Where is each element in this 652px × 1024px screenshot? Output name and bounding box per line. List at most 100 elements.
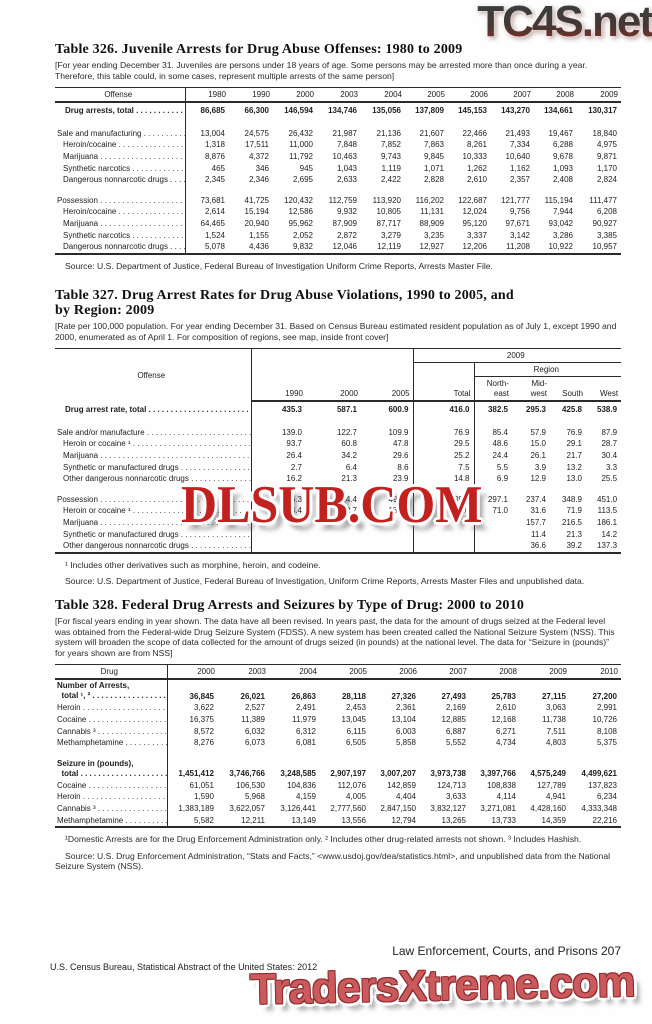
- table-326-title: Table 326. Juvenile Arrests for Drug Abu…: [55, 42, 463, 57]
- header-row: Region: [55, 362, 622, 378]
- cell: 130,317: [588, 106, 617, 116]
- cell: 5,078: [204, 242, 225, 252]
- row-label: Heroin/cocaine: [55, 206, 186, 218]
- cell: 134,661: [544, 106, 573, 116]
- cell: [361, 529, 413, 541]
- cell: [412, 484, 475, 494]
- cell: 97,671: [505, 218, 530, 228]
- cell: 85.4: [473, 426, 513, 439]
- cell: 14,359: [541, 815, 566, 825]
- cell: 9,932: [336, 207, 357, 217]
- column-header-west: West: [586, 376, 622, 403]
- row-label: Methamphetamine: [55, 814, 168, 828]
- row-label: Possession: [55, 194, 186, 207]
- table-327-footnote: ¹ Includes other derivatives such as mor…: [65, 559, 321, 570]
- row-label: Synthetic narcotics: [55, 229, 186, 242]
- cell: 27,115: [541, 691, 566, 701]
- cell: [512, 418, 550, 427]
- cell: 3,337: [466, 230, 487, 240]
- cell: 4,941: [545, 792, 566, 802]
- table-row: Heroin 3,622 2,527 2,491 2,453 2,361 2,169 2,61…: [55, 702, 621, 714]
- cell: 144.4: [281, 506, 302, 516]
- cell: 2,847,150: [380, 803, 416, 813]
- cell: 4,372: [248, 151, 269, 161]
- cell: 29.1: [566, 439, 583, 449]
- table-328-title: Table 328. Federal Drug Arrests and Seiz…: [55, 598, 525, 613]
- cell: [534, 186, 577, 195]
- cell: 186.1: [597, 517, 618, 527]
- cell: 12,927: [419, 242, 444, 252]
- row-label: Heroin or cocaine ¹: [55, 505, 252, 517]
- table-row: Heroin or cocaine ¹144.4132.7131.573.071…: [55, 505, 621, 517]
- row-label: Synthetic or manufactured drugs: [55, 461, 252, 474]
- cell: 71.9: [566, 506, 583, 516]
- cell: 134,746: [328, 106, 357, 116]
- cell: 25.2: [412, 449, 475, 462]
- cell: 20,940: [244, 218, 269, 228]
- cell: 12,046: [332, 242, 357, 252]
- cell: 71.0: [473, 505, 513, 517]
- cell: 135,056: [372, 106, 401, 116]
- cell: 19,467: [548, 128, 573, 138]
- cell: 465: [211, 163, 225, 173]
- cell: 87,909: [332, 218, 357, 228]
- cell: [167, 749, 218, 758]
- column-header-year: 2008: [534, 87, 577, 104]
- column-header-drug: Drug: [55, 664, 168, 681]
- table-row: Other dangerous nonnarcotic drugs 16.2 21.…: [55, 473, 621, 485]
- cell: 26,021: [240, 691, 265, 701]
- cell: 113,920: [372, 195, 401, 205]
- cell: 4,803: [545, 738, 566, 748]
- cell: 3,142: [509, 230, 530, 240]
- cell: 29.5: [412, 438, 475, 450]
- cell: 73.0: [412, 505, 475, 517]
- header-blank: [251, 363, 413, 377]
- column-header-year: 2007: [420, 664, 470, 681]
- cell: [317, 186, 361, 195]
- cell: 2,991: [596, 703, 617, 713]
- cell: 8.6: [397, 462, 409, 472]
- cell: 14.8: [412, 473, 475, 485]
- cell: [273, 186, 317, 195]
- column-header-year: 2003: [317, 87, 361, 104]
- cell: 41,725: [244, 195, 269, 205]
- cell: 1,093: [552, 163, 573, 173]
- cell: 11,738: [542, 714, 566, 724]
- table-row: Heroin 1,590 5,968 4,159 4,005 4,404 3,633 4,11…: [55, 791, 621, 803]
- cell: 24.4: [473, 449, 513, 462]
- cell: 1,590: [193, 792, 214, 802]
- cell: 7,334: [509, 140, 530, 150]
- cell: 3,622: [193, 703, 214, 713]
- cell: 13,149: [291, 815, 316, 825]
- cell: 31.6: [530, 506, 547, 516]
- row-label: [55, 748, 168, 758]
- row-label: Heroin: [55, 791, 168, 803]
- spacer-row: [55, 748, 621, 758]
- row-label: Other dangerous nonnarcotic drugs: [55, 540, 252, 553]
- cell: 137.3: [597, 541, 618, 551]
- cell: 112,076: [337, 780, 366, 790]
- table-row: Dangerous nonnarcotic drugs 2,345 2,346 2,6…: [55, 174, 621, 186]
- cell: 6,312: [295, 726, 316, 736]
- cell: 6,208: [596, 207, 617, 217]
- cell: 346: [255, 163, 269, 173]
- cell: 3,063: [545, 703, 566, 713]
- cell: 7,848: [336, 140, 357, 150]
- column-header-year: 2004: [361, 87, 405, 104]
- cell: 61,051: [189, 780, 214, 790]
- cell: 8,108: [596, 726, 617, 736]
- table-326: Offense 1980 1990 2000 2003 2004 2005 20…: [55, 87, 621, 255]
- cell: 13.2: [566, 462, 583, 472]
- cell: [306, 418, 361, 427]
- cell: 6,887: [445, 726, 466, 736]
- header-blank: [251, 349, 413, 363]
- cell: 21,493: [505, 128, 530, 138]
- cell: 587.1: [336, 405, 357, 415]
- table-row: Sale and manufacturing 13,004 24,575 26,432…: [55, 127, 621, 140]
- cell: 12,024: [462, 207, 487, 217]
- cell: [491, 119, 534, 128]
- cell: [269, 749, 320, 758]
- column-header-south: South: [550, 376, 587, 403]
- table-328-section: Table 328. Federal Drug Arrests and Seiz…: [55, 598, 621, 872]
- table-326-note: [For year ending December 31. Juveniles …: [55, 60, 588, 81]
